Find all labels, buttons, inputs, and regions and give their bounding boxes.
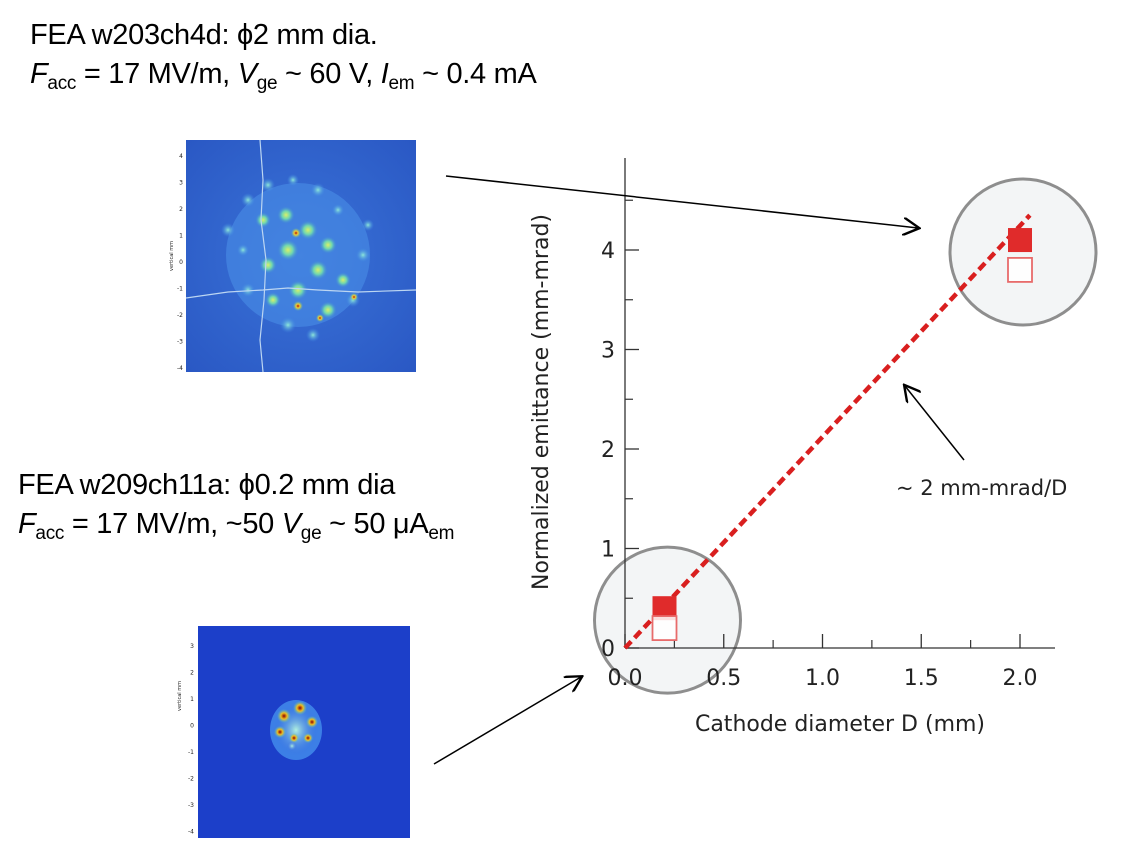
beam-tick-label: 4 bbox=[179, 153, 183, 160]
v-value: ~ 50 μA bbox=[321, 508, 429, 540]
beam-tick-label: 1 bbox=[179, 233, 183, 240]
crosshair-horizontal bbox=[185, 287, 416, 299]
v-symbol: V bbox=[281, 508, 301, 540]
arrow-small-to-point bbox=[433, 677, 581, 765]
beam-tick-label: -1 bbox=[188, 749, 194, 756]
beam-tick-label: -4 bbox=[177, 365, 183, 372]
beam-tick-label: 2 bbox=[190, 670, 194, 677]
fit-line bbox=[623, 213, 1032, 650]
y-tick-label: 2 bbox=[601, 438, 615, 463]
x-tick-label: 0.5 bbox=[706, 666, 741, 691]
i-subscript: em bbox=[388, 73, 415, 94]
beam-tick-label: 3 bbox=[179, 180, 183, 187]
x-tick-label: 0.0 bbox=[608, 666, 643, 691]
beam-tick-label: 0 bbox=[190, 723, 194, 730]
y-tick-label: 4 bbox=[601, 239, 615, 264]
top-caption-line2: Facc = 17 MV/m, Vge ~ 60 V, Iem ~ 0.4 mA bbox=[30, 57, 537, 94]
data-point-open bbox=[1007, 256, 1033, 283]
bottom-caption-line1: FEA w209ch11a: ϕ0.2 mm dia bbox=[18, 469, 396, 501]
beam-tick-label: -2 bbox=[188, 776, 194, 783]
beam-spots bbox=[270, 700, 322, 760]
beam-image-large-svg: 4 3 2 1 0 -1 -2 -3 -4 vertical mm bbox=[168, 140, 416, 372]
beam-tick-label: 1 bbox=[190, 696, 194, 703]
top-caption-line1: FEA w203ch4d: ϕ2 mm dia. bbox=[30, 19, 378, 51]
beam-image-small-cathode: 3 2 1 0 -1 -2 -3 -4 vertical mm bbox=[172, 626, 410, 838]
beam-tick-label: -4 bbox=[188, 829, 194, 836]
v-value: ~ 60 V, bbox=[277, 58, 381, 90]
chart-ylabel: Normalized emittance (mm-mrad) bbox=[529, 214, 554, 590]
f-subscript: acc bbox=[47, 73, 77, 94]
chart-xlabel: Cathode diameter D (mm) bbox=[695, 712, 985, 737]
beam-tick-label: 2 bbox=[179, 206, 183, 213]
crosshair-vertical bbox=[259, 140, 267, 372]
x-tick-label: 2.0 bbox=[1003, 666, 1038, 691]
beam-tick-label: -1 bbox=[177, 286, 183, 293]
beam-tick-label: -2 bbox=[177, 312, 183, 319]
bottom-caption-line2: Facc = 17 MV/m, ~50 Vge ~ 50 μAem bbox=[18, 507, 455, 544]
bottom-caption: FEA w209ch11a: ϕ0.2 mm dia Facc = 17 MV/… bbox=[18, 468, 455, 544]
top-caption: FEA w203ch4d: ϕ2 mm dia. Facc = 17 MV/m,… bbox=[30, 18, 537, 94]
x-tick-label: 1.0 bbox=[805, 666, 840, 691]
v-symbol: V bbox=[237, 58, 257, 90]
beam-image-ticks: 3 2 1 0 -1 -2 -3 -4 bbox=[188, 643, 194, 836]
y-tick-label: 0 bbox=[601, 637, 615, 662]
beam-ylabel: vertical mm bbox=[177, 681, 183, 711]
beam-tick-label: -3 bbox=[188, 802, 194, 809]
beam-tick-label: -3 bbox=[177, 339, 183, 346]
i-symbol: I bbox=[380, 58, 389, 90]
arrow-annotation-to-line bbox=[905, 386, 965, 461]
v-subscript: ge bbox=[300, 523, 322, 544]
f-value: = 17 MV/m, ~50 bbox=[64, 508, 282, 540]
v-subscript: ge bbox=[256, 73, 278, 94]
beam-image-small-svg: 3 2 1 0 -1 -2 -3 -4 vertical mm bbox=[172, 626, 410, 838]
x-tick-label: 1.5 bbox=[904, 666, 939, 691]
data-point-open bbox=[651, 615, 678, 641]
a-subscript: em bbox=[428, 523, 455, 544]
beam-tick-label: 0 bbox=[179, 259, 183, 266]
f-symbol: F bbox=[18, 508, 36, 540]
f-subscript: acc bbox=[35, 523, 65, 544]
f-symbol: F bbox=[30, 58, 48, 90]
beam-image-large-cathode: 4 3 2 1 0 -1 -2 -3 -4 vertical mm bbox=[168, 140, 416, 372]
f-value: = 17 MV/m, bbox=[76, 58, 238, 90]
y-tick-label: 3 bbox=[601, 339, 615, 364]
y-tick-label: 1 bbox=[601, 538, 615, 563]
beam-tick-label: 3 bbox=[190, 643, 194, 650]
arrow-large-to-point bbox=[445, 175, 918, 228]
i-value: ~ 0.4 mA bbox=[414, 58, 537, 90]
data-point-filled bbox=[1008, 228, 1032, 253]
beam-ylabel: vertical mm bbox=[169, 241, 175, 271]
beam-image-ticks: 4 3 2 1 0 -1 -2 -3 -4 bbox=[177, 153, 183, 372]
slope-annotation: ~ 2 mm-mrad/D bbox=[896, 476, 1067, 500]
